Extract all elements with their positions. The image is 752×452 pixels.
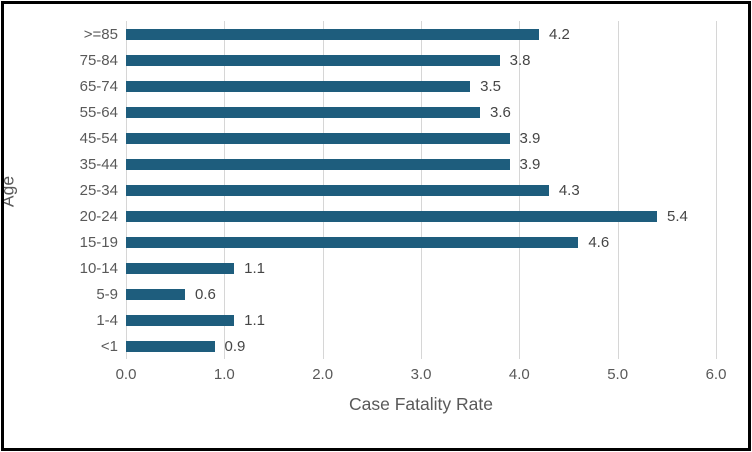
bar-20-24 bbox=[126, 210, 657, 222]
category-label-55-64: 55-64 bbox=[79, 103, 118, 121]
data-label-65-74: 3.5 bbox=[480, 77, 502, 95]
x-tick-label-2.0: 2.0 bbox=[312, 366, 334, 383]
plot-area: 4.2 3.8 3.5 3.6 3.9 3.9 4.3 5.4 4.6 1.1 0.6 1.1 0.9 bbox=[126, 21, 717, 359]
bar-75-84 bbox=[126, 54, 500, 66]
data-label-20-24: 5.4 bbox=[667, 207, 688, 225]
data-label-45-54: 3.9 bbox=[519, 129, 541, 147]
category-label-10-14: 10-14 bbox=[79, 259, 118, 277]
data-label-55-64: 3.6 bbox=[490, 103, 511, 121]
data-label-1-4: 1.1 bbox=[244, 311, 266, 329]
x-tick-label-3.0: 3.0 bbox=[410, 366, 432, 383]
data-label-5-9: 0.6 bbox=[195, 285, 216, 303]
data-label-75-84: 3.8 bbox=[509, 51, 531, 69]
data-label-10-14: 1.1 bbox=[244, 259, 266, 277]
category-label-20-24: 20-24 bbox=[79, 207, 118, 225]
category-label-45-54: 45-54 bbox=[79, 129, 118, 147]
category-label-5-9: 5-9 bbox=[96, 285, 118, 303]
data-label->=85: 4.2 bbox=[549, 25, 570, 43]
category-label-35-44: 35-44 bbox=[79, 155, 118, 173]
bar-5-9 bbox=[126, 288, 185, 300]
data-label-35-44: 3.9 bbox=[519, 155, 541, 173]
bar-<1 bbox=[126, 340, 215, 352]
x-axis-title: Case Fatality Rate bbox=[349, 394, 493, 414]
bar-15-19 bbox=[126, 236, 579, 248]
x-tick-label-6.0: 6.0 bbox=[705, 366, 727, 383]
y-axis-title: Age bbox=[0, 175, 18, 208]
bar-45-54 bbox=[126, 132, 510, 144]
x-tick-label-4.0: 4.0 bbox=[508, 366, 530, 383]
x-tick-label-1.0: 1.0 bbox=[213, 366, 235, 383]
data-label-15-19: 4.6 bbox=[588, 233, 610, 251]
category-label-1-4: 1-4 bbox=[96, 311, 118, 329]
category-label-25-34: 25-34 bbox=[79, 181, 118, 199]
category-label-<1: <1 bbox=[100, 337, 118, 355]
bar-35-44 bbox=[126, 158, 510, 170]
category-label-65-74: 65-74 bbox=[79, 77, 118, 95]
bar-25-34 bbox=[126, 184, 549, 196]
bar-65-74 bbox=[126, 80, 471, 92]
category-label->=85: >=85 bbox=[83, 25, 118, 43]
bar-10-14 bbox=[126, 262, 235, 274]
x-tick-label-0.0: 0.0 bbox=[115, 366, 137, 383]
bar-55-64 bbox=[126, 106, 480, 118]
bar->=85 bbox=[126, 28, 539, 40]
category-label-75-84: 75-84 bbox=[79, 51, 118, 69]
category-label-15-19: 15-19 bbox=[79, 233, 118, 251]
gridline-x-6.0 bbox=[716, 21, 717, 359]
x-tick-label-5.0: 5.0 bbox=[607, 366, 629, 383]
data-label-25-34: 4.3 bbox=[558, 181, 580, 199]
data-label-<1: 0.9 bbox=[224, 337, 246, 355]
bar-1-4 bbox=[126, 314, 235, 326]
gridline-x-5.0 bbox=[617, 21, 619, 359]
